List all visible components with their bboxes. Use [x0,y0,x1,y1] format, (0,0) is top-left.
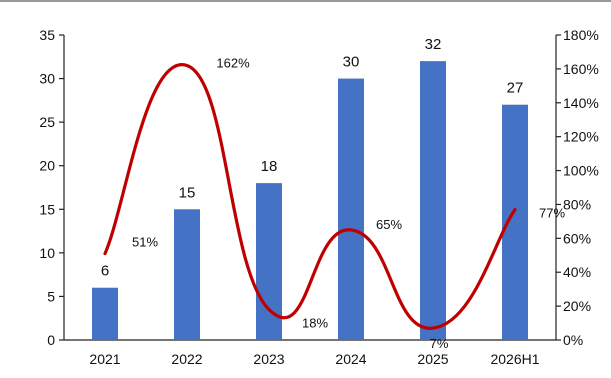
right-tick-label: 160% [563,61,599,77]
left-tick-label: 30 [39,71,55,87]
right-tick-label: 0% [563,332,583,348]
bar-series [92,61,528,341]
x-tick-label: 2021 [89,351,120,367]
left-y-axis: 0 5 10 15 20 25 30 35 [39,27,65,348]
right-tick-label: 120% [563,129,599,145]
left-tick-label: 15 [39,201,55,217]
bar [174,209,200,340]
line-data-label: 65% [376,217,402,232]
bar [502,104,528,340]
growth-line [103,63,517,330]
bar [256,183,282,340]
bar-data-label: 15 [179,184,196,201]
right-y-axis: 0% 20% 40% 60% 80% 100% 120% 140% 160% 180% [555,27,599,348]
bar-data-label: 18 [261,158,278,175]
left-tick-label: 20 [39,158,55,174]
bar [420,61,446,341]
x-tick-label: 2025 [417,351,448,367]
x-tick-label: 2024 [335,351,366,367]
x-axis: 2021 2022 2023 2024 2025 2026H1 [64,339,556,367]
bar-data-label: 32 [425,36,442,53]
right-tick-label: 60% [563,230,591,246]
bar-data-labels: 6 15 18 30 32 27 [101,36,524,280]
right-tick-label: 40% [563,264,591,280]
x-tick-label: 2022 [171,351,202,367]
line-data-label: 77% [539,206,565,221]
line-series [103,63,517,330]
bar-data-label: 30 [343,54,360,71]
right-tick-label: 180% [563,27,599,43]
left-tick-label: 35 [39,27,55,43]
line-data-label: 162% [216,56,250,71]
line-data-label: 51% [132,235,158,250]
x-tick-label: 2026H1 [490,351,539,367]
right-tick-label: 20% [563,298,591,314]
right-tick-label: 80% [563,196,591,212]
line-data-label: 18% [302,316,328,331]
bar [338,78,364,341]
right-tick-label: 140% [563,95,599,111]
left-tick-label: 10 [39,245,55,261]
left-tick-label: 5 [47,288,55,304]
left-tick-label: 0 [47,332,55,348]
line-data-label: 7% [430,336,449,351]
bar [92,287,118,340]
x-tick-label: 2023 [253,351,284,367]
right-tick-label: 100% [563,163,599,179]
bar-data-label: 27 [507,80,524,97]
bar-data-label: 6 [101,263,109,280]
left-tick-label: 25 [39,114,55,130]
line-data-labels: 51% 162% 18% 65% 7% 77% [132,56,565,352]
